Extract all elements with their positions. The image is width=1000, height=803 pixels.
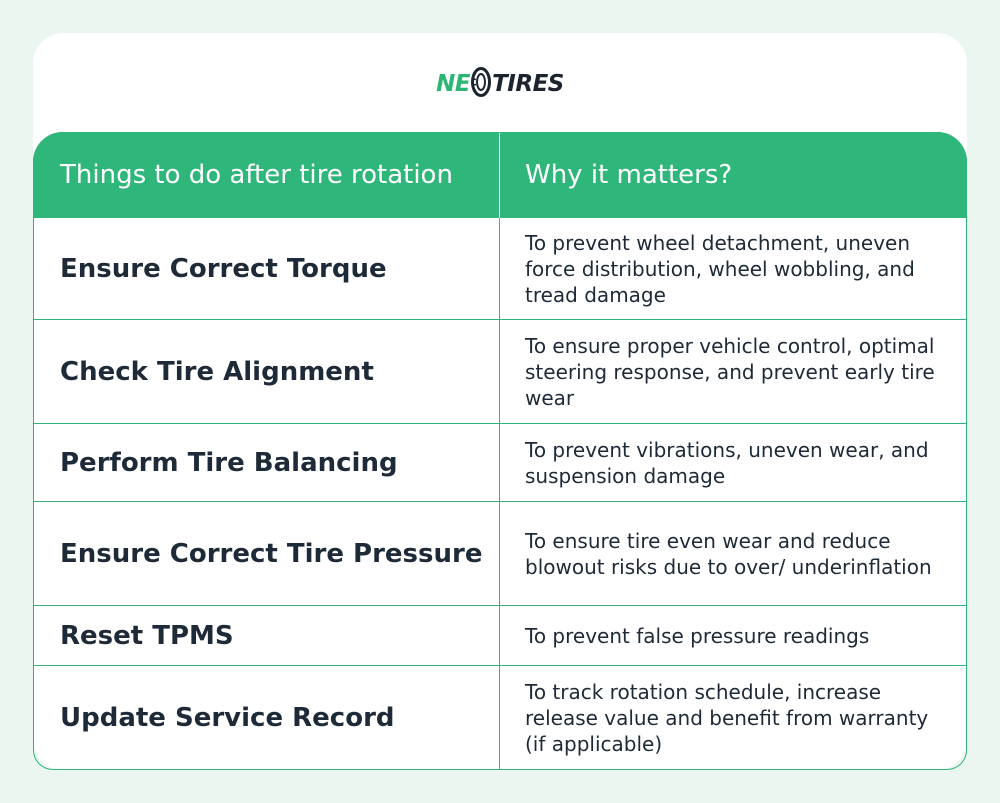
content-card: NE TIRES Things to do after tire rotatio…	[33, 33, 967, 770]
why-cell: To prevent wheel detachment, uneven forc…	[500, 218, 967, 320]
table-row: Ensure Correct Tire Pressure To ensure t…	[33, 502, 967, 606]
why-cell: To track rotation schedule, increase rel…	[525, 680, 929, 756]
table-header-row: Things to do after tire rotation Why it …	[33, 132, 967, 218]
action-cell: Check Tire Alignment	[33, 320, 500, 424]
header-why: Why it matters?	[500, 132, 967, 218]
table-row: Check Tire Alignment To ensure proper ve…	[33, 320, 967, 424]
tire-icon	[471, 67, 492, 101]
logo-ne-text: NE	[436, 70, 471, 97]
action-cell: Perform Tire Balancing	[33, 424, 500, 502]
why-cell: To ensure proper vehicle control, optima…	[500, 320, 967, 424]
action-cell: Ensure Correct Torque	[33, 218, 500, 320]
why-cell: To ensure tire even wear and reduce blow…	[500, 502, 967, 606]
table-row: Update Service Record To track rotation …	[33, 666, 967, 770]
table-row: Perform Tire Balancing To prevent vibrat…	[33, 424, 967, 502]
action-cell: Ensure Correct Tire Pressure	[33, 502, 500, 606]
after-rotation-table: Things to do after tire rotation Why it …	[33, 132, 967, 770]
why-cell: To prevent vibrations, uneven wear, and …	[500, 424, 967, 502]
header-action: Things to do after tire rotation	[33, 132, 500, 218]
logo-tires-text: TIRES	[492, 70, 564, 97]
action-cell: Update Service Record	[33, 666, 500, 770]
table-row: Reset TPMS To prevent false pressure rea…	[33, 606, 967, 666]
table-row: Ensure Correct Torque To prevent wheel d…	[33, 218, 967, 320]
why-cell: To prevent false pressure readings	[500, 606, 967, 666]
action-cell: Reset TPMS	[33, 606, 500, 666]
brand-logo: NE TIRES	[33, 64, 967, 104]
